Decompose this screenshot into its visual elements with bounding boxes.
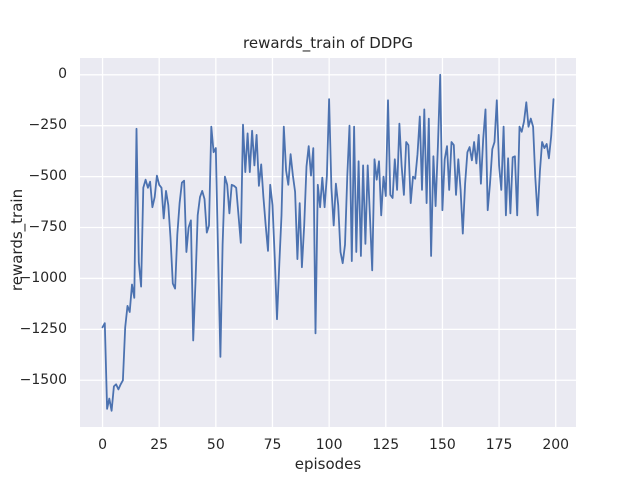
x-tick-label: 200 bbox=[542, 437, 570, 453]
y-tick-label: 0 bbox=[58, 66, 67, 83]
x-tick-label: 150 bbox=[429, 437, 456, 453]
y-tick-label: −1500 bbox=[19, 371, 67, 388]
rewards-train-line bbox=[101, 73, 555, 412]
y-tick-label: −500 bbox=[28, 168, 67, 185]
x-tick-label: 175 bbox=[485, 437, 513, 453]
x-tick-label: 125 bbox=[372, 437, 400, 453]
plot-area bbox=[80, 57, 576, 428]
y-tick-label: −250 bbox=[28, 117, 67, 134]
x-tick-label: 50 bbox=[206, 437, 225, 453]
x-tick-label: 75 bbox=[263, 437, 282, 453]
y-tick-label: −1000 bbox=[19, 270, 67, 287]
y-tick-label: −1250 bbox=[19, 320, 67, 337]
x-tick-label: 25 bbox=[150, 437, 169, 453]
x-tick-label: 100 bbox=[315, 437, 343, 453]
x-axis-label: episodes bbox=[294, 455, 362, 473]
y-tick-label: −750 bbox=[28, 219, 67, 236]
chart-title: rewards_train of DDPG bbox=[243, 34, 413, 52]
x-tick-label: 0 bbox=[98, 437, 107, 453]
